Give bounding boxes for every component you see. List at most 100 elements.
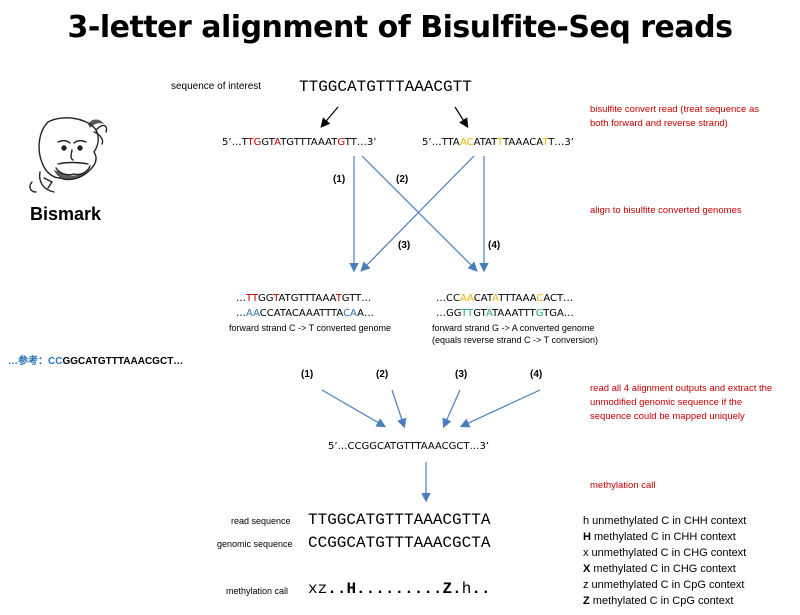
ga-genome-line2-char: T [543, 308, 550, 319]
converted-read-reverse-char: … [431, 137, 442, 148]
reference-seq-char: G [70, 356, 79, 367]
note-read-all: read all 4 alignment outputs and extract… [590, 383, 773, 422]
ga-genome-line1-char: C [446, 293, 453, 304]
legend-key: X [583, 563, 591, 575]
genomic-sequence: CCGGCATGTTTAAACGCTA [308, 534, 491, 552]
reference-seq-char: C [159, 356, 168, 367]
path-label-2: (2) [396, 174, 409, 185]
converted-read-forward-char: T [305, 137, 311, 148]
reference-note: …参考：CCGGCATGTTTAAACGCT… [8, 352, 183, 367]
ga-genome-line1-char: … [436, 293, 446, 304]
ga-genome-line2-char: A [511, 308, 518, 319]
legend-key: H [583, 531, 591, 543]
ct-genome-line2-char: A [273, 308, 280, 319]
ga-genome-line1-char: T [498, 293, 505, 304]
converted-read-forward-char: T [344, 137, 351, 148]
converted-read-reverse-char: C [529, 137, 537, 148]
ga-genome-line2-char: A [556, 308, 564, 319]
converted-read-reverse-char: T [503, 137, 509, 148]
converted-read-reverse-char: T [479, 137, 486, 148]
ga-genome-line2-char: T [523, 308, 530, 319]
ga-genome-line1-char: A [459, 293, 468, 304]
ct-genome-line1-char: T [304, 293, 311, 304]
converted-read-forward-char: A [325, 137, 332, 148]
reference-prefix: …参考： [8, 356, 48, 367]
reference-seq-char: C [55, 356, 63, 367]
legend-row: h unmethylated C in CHH context [583, 513, 746, 529]
path-label-1b: (1) [301, 369, 314, 380]
converted-read-forward-char: T [268, 137, 275, 148]
ga-genome-line2-char: T [480, 308, 486, 319]
ga-genome-line1-char: C [452, 293, 460, 304]
ga-genome-line1-char: A [480, 293, 487, 304]
converted-read-forward-char: G [253, 137, 262, 148]
arrow-path-3 [360, 155, 475, 272]
converted-read-reverse-char: A [536, 137, 543, 148]
methylation-call-char: . [471, 580, 481, 598]
ct-genome-line2-char: T [279, 308, 286, 319]
converted-read-forward: 5’…TTGGTATGTTTAAATGTT…3’ [222, 137, 376, 148]
converted-read-forward-char: ’ [228, 137, 232, 148]
ga-genome-line1-char: A [492, 293, 499, 304]
genomic-result: 5’…CCGGCATGTTTAAACGCT…3’ [328, 441, 490, 452]
ct-genome-line2-char: C [266, 308, 274, 319]
converted-read-reverse-char: A [459, 137, 467, 148]
legend-text: unmethylated C in CHH context [589, 515, 747, 527]
methylation-call-char: x [308, 580, 318, 598]
ga-genome-line1-char: T [510, 293, 516, 304]
converted-read-forward-char: A [274, 137, 281, 148]
ct-genome-line2-char: C [343, 308, 351, 319]
converted-read-reverse-char: T [441, 137, 448, 148]
converted-read-reverse-char: A [452, 137, 460, 148]
reference-seq-char: T [111, 356, 118, 367]
converted-read-forward-char: T [293, 137, 300, 148]
ct-genome-line2-char: A [336, 308, 344, 319]
ct-genome-line1-char: G [341, 293, 350, 304]
ga-genome-line1-char: A [467, 293, 474, 304]
ct-genome-line2: …AACCATACAAATTTACAA… [236, 308, 374, 319]
reference-seq-char: A [137, 356, 145, 367]
ga-genome-line2-char: G [473, 308, 481, 319]
legend-key: h [583, 515, 590, 527]
converted-read-forward-char: G [337, 137, 345, 148]
converted-read-reverse-char: T [447, 137, 453, 148]
genomic-sequence-label: genomic sequence [217, 539, 293, 549]
converted-read-reverse: 5’…TTAACATATTTAAACATT…3’ [422, 137, 574, 148]
note-convert: bisulfite convert read (treat sequence a… [590, 104, 759, 129]
reference-seq-char: A [123, 356, 131, 367]
ct-genome-line1: …TTGGTATGTTTAAATGTT… [236, 293, 371, 304]
converted-read-forward-char: T [247, 137, 254, 148]
path-label-4b: (4) [530, 369, 543, 380]
converted-read-forward-char: T [350, 137, 357, 148]
arrow-path-2 [361, 155, 478, 272]
path-label-4: (4) [488, 240, 501, 251]
ct-genome-line2-char: T [331, 308, 337, 319]
ct-genome-line2-char: A [357, 308, 365, 319]
ga-genome-caption-2: (equals reverse strand C -> T conversion… [432, 335, 598, 345]
ga-genome-caption-1: forward strand G -> A converted genome [432, 323, 595, 333]
ga-genome-line2-char: … [436, 308, 446, 319]
legend-text: methylated C in CpG context [589, 595, 734, 607]
methylation-call-char: Z [442, 580, 453, 598]
ga-genome-line1-char: T [557, 293, 564, 304]
converted-read-reverse-char: T [548, 137, 555, 148]
converted-read-forward-char: G [261, 137, 269, 148]
reference-seq-char: C [78, 356, 86, 367]
methylation-call-char: . [432, 580, 443, 598]
methylation-call-char: . [404, 580, 414, 598]
ct-genome-line2-char: C [259, 308, 267, 319]
converted-read-forward-char: A [310, 137, 319, 148]
ct-genome-line1-char: … [361, 293, 372, 304]
converted-read-reverse-char: A [485, 137, 492, 148]
converted-read-forward-char: ’ [373, 137, 377, 148]
legend-text: methylated C in CHG context [590, 563, 736, 575]
ct-genome-line1-char: A [329, 293, 336, 304]
ga-genome-line2-char: T [461, 308, 468, 319]
ct-genome-line2-char: A [298, 308, 306, 319]
methylation-call-char: h [461, 580, 472, 598]
methylation-call-label: methylation call [226, 586, 289, 596]
ct-genome-line1-char: T [298, 293, 305, 304]
ct-genome-line2-char: T [319, 308, 326, 319]
arrow-merge-1 [321, 389, 387, 428]
